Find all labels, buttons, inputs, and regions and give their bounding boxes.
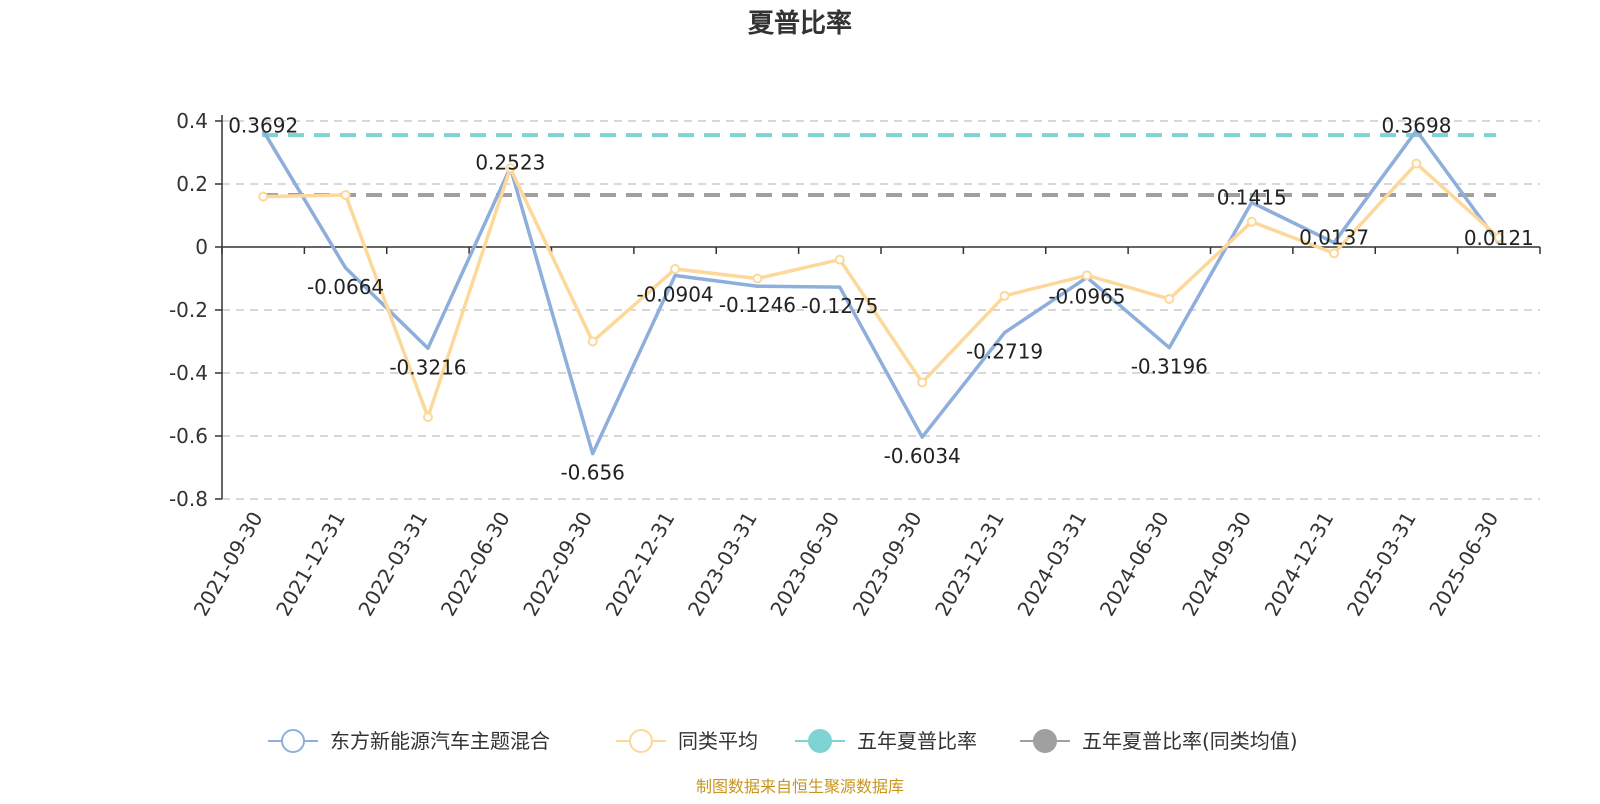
data-label: -0.0904 (636, 282, 713, 306)
data-label: 0.2523 (475, 151, 545, 175)
y-tick-label: -0.6 (169, 424, 208, 448)
x-tick-label: 2024-03-31 (1012, 508, 1091, 621)
legend-label: 五年夏普比率(同类均值) (1082, 729, 1298, 753)
legend-item[interactable]: 五年夏普比率(同类均值) (1020, 729, 1298, 753)
x-tick-label: 2022-06-30 (436, 508, 515, 621)
series-point (340, 190, 351, 201)
source-note: 制图数据来自恒生聚源数据库 (696, 777, 904, 796)
series-line (263, 161, 1500, 419)
x-tick-label: 2021-12-31 (271, 508, 350, 621)
y-tick-label: 0.4 (176, 109, 208, 133)
data-label: -0.2719 (966, 340, 1043, 364)
axes (221, 115, 1540, 499)
data-label: -0.1246 (719, 293, 796, 317)
data-label: 0.0137 (1299, 226, 1369, 250)
series-point (1081, 270, 1092, 281)
data-labels: 0.3692-0.0664-0.32160.2523-0.656-0.0904-… (228, 114, 1534, 485)
data-label: 0.0121 (1464, 226, 1534, 250)
reference-lines (262, 133, 1496, 198)
series-point (1493, 232, 1504, 243)
x-tick-label: 2022-09-30 (518, 508, 597, 621)
x-tick-label: 2025-06-30 (1424, 508, 1503, 621)
series-line (261, 128, 1501, 456)
x-tick-label: 2023-09-30 (848, 508, 927, 621)
legend-item[interactable]: 东方新能源汽车主题混合 (268, 729, 550, 753)
x-tick-label: 2024-12-31 (1259, 508, 1338, 621)
legend-label: 东方新能源汽车主题混合 (330, 729, 550, 753)
x-tick-label: 2023-06-30 (765, 508, 844, 621)
legend-label: 五年夏普比率 (857, 729, 977, 753)
y-tick-label: -0.2 (169, 298, 208, 322)
series-point (834, 254, 845, 265)
x-tick-label: 2022-12-31 (600, 508, 679, 621)
y-tick-label: 0.2 (176, 172, 208, 196)
series-point (917, 377, 928, 388)
y-tick-label: -0.8 (169, 487, 208, 511)
data-label: 0.3698 (1381, 114, 1451, 138)
data-label: -0.656 (560, 461, 624, 485)
y-tick-label: 0 (195, 235, 208, 259)
legend-marker-icon (1033, 729, 1057, 753)
data-label: -0.0965 (1048, 284, 1125, 308)
series-point (752, 273, 763, 284)
x-tick-label: 2021-09-30 (189, 508, 268, 621)
series-point (1411, 158, 1422, 169)
data-label: 0.1415 (1217, 185, 1287, 209)
legend-marker-icon (281, 729, 305, 753)
series-lines (258, 128, 1504, 456)
legend[interactable]: 东方新能源汽车主题混合 同类平均 五年夏普比率 五年夏普比率(同类均值) (268, 729, 1298, 753)
series-point (1329, 248, 1340, 259)
series-point (422, 412, 433, 423)
legend-item[interactable]: 五年夏普比率 (795, 729, 977, 753)
series-point (670, 264, 681, 275)
x-tick-label: 2024-09-30 (1177, 508, 1256, 621)
x-tick-label: 2023-12-31 (930, 508, 1009, 621)
legend-label: 同类平均 (678, 729, 758, 753)
series-point (587, 336, 598, 347)
series-point (258, 191, 269, 202)
series-point (1164, 293, 1175, 304)
data-label: -0.6034 (884, 444, 961, 468)
legend-marker-icon (808, 729, 832, 753)
x-tick-label: 2023-03-31 (683, 508, 762, 621)
chart-title: 夏普比率 (748, 8, 852, 39)
legend-marker-icon (629, 729, 653, 753)
series-point (1246, 216, 1257, 227)
data-label: -0.1275 (801, 294, 878, 318)
legend-item[interactable]: 同类平均 (616, 729, 758, 753)
grid-lines (222, 120, 1540, 500)
series-point (999, 290, 1010, 301)
data-label: -0.0664 (307, 275, 384, 299)
y-axis-ticks: 0.4 0.2 0 -0.2 -0.4 -0.6 -0.8 (169, 109, 222, 511)
x-tick-label: 2025-03-31 (1342, 508, 1421, 621)
data-label: -0.3216 (389, 355, 466, 379)
x-tick-label: 2024-06-30 (1095, 508, 1174, 621)
x-tick-label: 2022-03-31 (353, 508, 432, 621)
y-tick-label: -0.4 (169, 361, 208, 385)
data-label: -0.3196 (1131, 355, 1208, 379)
series-point (505, 163, 516, 174)
data-label: 0.3692 (228, 114, 298, 138)
